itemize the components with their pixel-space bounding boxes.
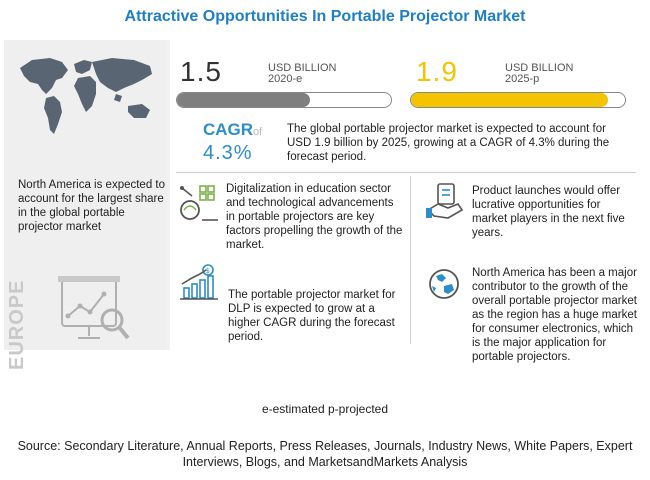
- region-label-wrap: EUROPE: [6, 280, 96, 393]
- fact-dlp-text: The portable projector market for DLP is…: [228, 289, 396, 343]
- cagr-value: 4.3%: [203, 142, 253, 164]
- stat-2020-unit: USD BILLION 2020-e: [268, 63, 336, 85]
- stat-2025-unit-line1: USD BILLION: [505, 62, 574, 74]
- north-america-text: North America is expected to account for…: [18, 179, 166, 233]
- fact-digitalization-text: Digitalization in education sector and t…: [226, 183, 403, 251]
- stat-2020-unit-line2: 2020-e: [268, 73, 303, 85]
- stat-2025-bar-fill: [411, 93, 608, 107]
- europe-label: EUROPE: [6, 279, 28, 370]
- stat-2025-unit: USD BILLION 2025-p: [505, 63, 573, 85]
- stat-2020-bar: [176, 92, 392, 108]
- svg-text:$: $: [206, 267, 210, 275]
- source-text: Source: Secondary Literature, Annual Rep…: [17, 439, 633, 469]
- stat-2025-unit-line2: 2025-p: [505, 73, 540, 85]
- digitalization-icon: [180, 185, 218, 221]
- stat-2025-bar: [410, 92, 626, 108]
- world-map-icon: [20, 58, 152, 134]
- fact-north-america-text: North America has been a major contribut…: [472, 267, 637, 363]
- stat-2020-value: 1.5: [180, 56, 222, 87]
- growth-chart-icon: $: [180, 264, 218, 300]
- analysis-chart-icon: [58, 276, 130, 340]
- cagr-of-label: of: [253, 126, 263, 138]
- divider-horizontal: [176, 172, 636, 173]
- divider-vertical: [410, 176, 411, 344]
- cagr-description: The global portable projector market is …: [287, 123, 610, 163]
- stat-2020-unit-line1: USD BILLION: [268, 62, 337, 74]
- globe-icon: [429, 269, 459, 299]
- fact-product-launch-text: Product launches would offer lucrative o…: [472, 185, 625, 239]
- product-launch-icon: [426, 183, 464, 219]
- cagr-label: CAGR: [203, 120, 254, 139]
- page-title: Attractive Opportunities In Portable Pro…: [124, 8, 526, 25]
- stat-2025-value: 1.9: [416, 56, 458, 87]
- right-area: [170, 40, 646, 350]
- footnote-estimated-projected: e-estimated p-projected: [261, 402, 389, 416]
- stat-2020-bar-fill: [177, 93, 310, 107]
- left-panel: North America is expected to account for…: [4, 40, 166, 370]
